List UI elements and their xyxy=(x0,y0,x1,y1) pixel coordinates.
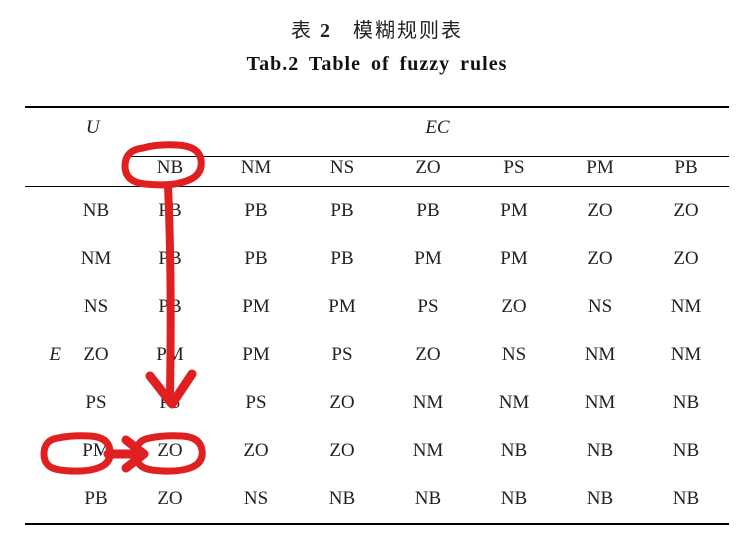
table-head-row-2: NB NM NS ZO PS PM PB xyxy=(25,148,729,187)
cell-r3-c3: ZO xyxy=(385,344,471,366)
row-header-4: PS xyxy=(65,392,127,414)
cell-r5-c3: NM xyxy=(385,440,471,462)
row-header-3: ZO xyxy=(65,344,127,366)
cell-r5-c6: NB xyxy=(643,440,729,462)
cell-r5-c4: NB xyxy=(471,440,557,462)
row-header-0: NB xyxy=(65,200,127,222)
cell-r6-c1: NS xyxy=(213,488,299,510)
cell-r3-c2: PS xyxy=(299,344,385,366)
row-header-1: NM xyxy=(65,248,127,270)
cell-r3-c5: NM xyxy=(557,344,643,366)
cell-r6-c5: NB xyxy=(557,488,643,510)
cell-r0-c5: ZO xyxy=(557,200,643,222)
row-header-6: PB xyxy=(65,488,127,510)
table-row: EZOPMPMPSZONSNMNM xyxy=(25,331,729,379)
row-header-2: NS xyxy=(65,296,127,318)
cell-r4-c5: NM xyxy=(557,392,643,414)
cell-r2-c6: NM xyxy=(643,296,729,318)
cell-r0-c2: PB xyxy=(299,200,385,222)
cell-r5-c0: ZO xyxy=(127,440,213,462)
cell-r5-c2: ZO xyxy=(299,440,385,462)
cell-r4-c2: ZO xyxy=(299,392,385,414)
table-row: NSPBPMPMPSZONSNM xyxy=(25,283,729,331)
table-row: NMPBPBPBPMPMZOZO xyxy=(25,235,729,283)
table-body: NBPBPBPBPBPMZOZONMPBPBPBPMPMZOZONSPBPMPM… xyxy=(25,187,729,523)
cell-r2-c2: PM xyxy=(299,296,385,318)
col-header-0: NB xyxy=(127,156,213,179)
row-group-label-E: E xyxy=(25,344,65,366)
col-header-2: NS xyxy=(299,156,385,179)
cell-r3-c4: NS xyxy=(471,344,557,366)
col-header-1: NM xyxy=(213,156,299,179)
cell-r0-c4: PM xyxy=(471,200,557,222)
caption-en: Tab.2 Table of fuzzy rules xyxy=(0,53,754,76)
cell-r6-c3: NB xyxy=(385,488,471,510)
cell-r4-c4: NM xyxy=(471,392,557,414)
caption-cn-num: 2 xyxy=(320,20,332,42)
table-row: PMZOZOZONMNBNBNB xyxy=(25,427,729,475)
cell-r6-c6: NB xyxy=(643,488,729,510)
fuzzy-rule-table: U EC NB NM NS ZO PS PM PB NBPBPBPBPBPMZO… xyxy=(25,106,729,525)
cell-r6-c0: ZO xyxy=(127,488,213,510)
col-header-5: PM xyxy=(557,156,643,179)
row-header-5: PM xyxy=(65,440,127,462)
cell-r3-c1: PM xyxy=(213,344,299,366)
cell-r1-c2: PB xyxy=(299,248,385,270)
cell-r0-c0: PB xyxy=(127,200,213,222)
col-group-label-EC: EC xyxy=(425,117,449,138)
cell-r5-c5: NB xyxy=(557,440,643,462)
cell-r6-c4: NB xyxy=(471,488,557,510)
cell-r6-c2: NB xyxy=(299,488,385,510)
cell-r1-c6: ZO xyxy=(643,248,729,270)
col-header-4: PS xyxy=(471,156,557,179)
cell-r0-c6: ZO xyxy=(643,200,729,222)
table-head-row-1: U EC xyxy=(25,108,729,148)
col-header-6: PB xyxy=(643,156,729,179)
corner-label-U: U xyxy=(64,117,146,139)
caption-cn-title: 模糊规则表 xyxy=(353,20,463,42)
cell-r4-c0: PS xyxy=(127,392,213,414)
cell-r1-c0: PB xyxy=(127,248,213,270)
cell-r3-c6: NM xyxy=(643,344,729,366)
cell-r4-c3: NM xyxy=(385,392,471,414)
cell-r2-c3: PS xyxy=(385,296,471,318)
cell-r2-c1: PM xyxy=(213,296,299,318)
cell-r4-c6: NB xyxy=(643,392,729,414)
table-row: PSPSPSZONMNMNMNB xyxy=(25,379,729,427)
cell-r4-c1: PS xyxy=(213,392,299,414)
col-header-3: ZO xyxy=(385,156,471,179)
cell-r2-c0: PB xyxy=(127,296,213,318)
table-row: PBZONSNBNBNBNBNB xyxy=(25,475,729,523)
cell-r0-c3: PB xyxy=(385,200,471,222)
cell-r5-c1: ZO xyxy=(213,440,299,462)
cell-r2-c5: NS xyxy=(557,296,643,318)
cell-r3-c0: PM xyxy=(127,344,213,366)
caption-cn: 表 2 模糊规则表 xyxy=(0,14,754,43)
cell-r1-c5: ZO xyxy=(557,248,643,270)
cell-r1-c4: PM xyxy=(471,248,557,270)
cell-r1-c1: PB xyxy=(213,248,299,270)
cell-r0-c1: PB xyxy=(213,200,299,222)
caption-cn-prefix: 表 xyxy=(291,20,313,42)
table-row: NBPBPBPBPBPMZOZO xyxy=(25,187,729,235)
cell-r1-c3: PM xyxy=(385,248,471,270)
cell-r2-c4: ZO xyxy=(471,296,557,318)
